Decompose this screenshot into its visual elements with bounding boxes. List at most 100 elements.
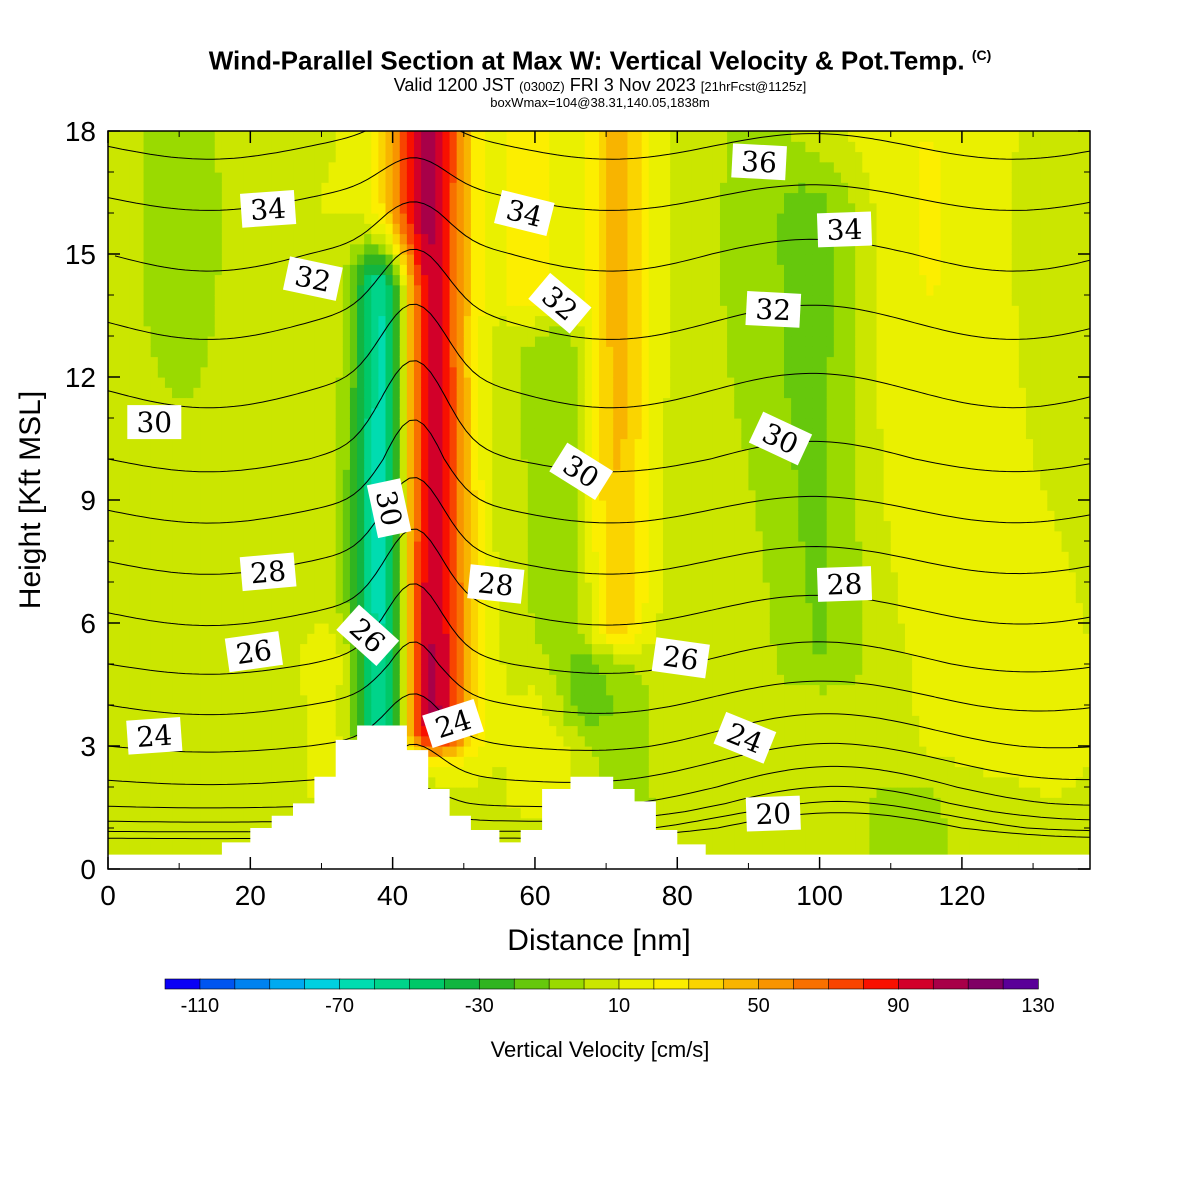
- velocity-cell: [115, 356, 123, 368]
- velocity-cell: [506, 653, 515, 665]
- velocity-cell: [136, 141, 145, 153]
- velocity-cell: [435, 407, 444, 419]
- velocity-cell: [164, 776, 173, 788]
- velocity-cell: [506, 366, 515, 378]
- velocity-cell: [413, 448, 422, 460]
- velocity-cell: [371, 520, 380, 532]
- velocity-cell: [527, 315, 536, 327]
- velocity-cell: [428, 366, 436, 378]
- velocity-cell: [136, 366, 145, 378]
- velocity-cell: [499, 561, 508, 573]
- velocity-cell: [278, 243, 287, 255]
- velocity-cell: [349, 551, 358, 563]
- velocity-cell: [421, 674, 429, 686]
- velocity-cell: [357, 541, 365, 552]
- velocity-cell: [122, 387, 130, 399]
- velocity-cell: [413, 243, 422, 255]
- velocity-cell: [207, 233, 216, 245]
- velocity-cell: [193, 612, 202, 624]
- velocity-cell: [406, 141, 415, 153]
- velocity-cell: [164, 633, 173, 645]
- velocity-cell: [108, 448, 116, 460]
- velocity-cell: [392, 264, 401, 276]
- velocity-cell: [243, 264, 251, 276]
- velocity-cell: [492, 254, 500, 265]
- velocity-cell: [314, 520, 323, 532]
- velocity-cell: [236, 233, 244, 245]
- velocity-cell: [399, 151, 408, 163]
- velocity-cell: [228, 787, 237, 798]
- velocity-cell: [599, 674, 607, 686]
- velocity-cell: [179, 459, 187, 470]
- velocity-cell: [563, 674, 572, 686]
- velocity-cell: [513, 479, 522, 491]
- velocity-cell: [172, 243, 180, 255]
- velocity-cell: [513, 469, 522, 481]
- velocity-cell: [250, 141, 259, 153]
- velocity-cell: [570, 182, 579, 194]
- velocity-cell: [278, 489, 287, 501]
- velocity-cell: [278, 151, 287, 163]
- velocity-cell: [378, 694, 387, 706]
- velocity-cell: [428, 161, 436, 173]
- velocity-cell: [243, 787, 251, 798]
- velocity-cell: [506, 500, 515, 511]
- velocity-cell: [186, 797, 194, 809]
- velocity-cell: [506, 131, 515, 142]
- velocity-cell: [364, 223, 372, 235]
- velocity-cell: [492, 336, 500, 347]
- velocity-cell: [499, 766, 508, 778]
- velocity-cell: [456, 192, 465, 204]
- velocity-cell: [228, 766, 237, 778]
- velocity-cell: [122, 233, 130, 245]
- velocity-cell: [349, 305, 358, 317]
- velocity-cell: [499, 428, 508, 440]
- velocity-cell: [321, 407, 330, 419]
- velocity-cell: [478, 192, 486, 204]
- velocity-cell: [584, 407, 593, 419]
- velocity-cell: [456, 172, 465, 183]
- velocity-cell: [186, 243, 194, 255]
- velocity-cell: [449, 377, 458, 388]
- velocity-cell: [200, 530, 209, 542]
- velocity-cell: [527, 817, 536, 829]
- velocity-cell: [470, 223, 479, 235]
- velocity-cell: [214, 315, 223, 327]
- velocity-cell: [549, 766, 557, 778]
- velocity-cell: [570, 223, 579, 235]
- velocity-cell: [421, 582, 429, 593]
- velocity-cell: [357, 551, 365, 563]
- velocity-cell: [527, 356, 536, 368]
- velocity-cell: [513, 407, 522, 419]
- velocity-cell: [549, 407, 557, 419]
- velocity-cell: [321, 346, 330, 358]
- velocity-cell: [179, 787, 187, 798]
- velocity-cell: [307, 459, 315, 470]
- velocity-cell: [570, 397, 579, 409]
- velocity-cell: [314, 530, 323, 542]
- velocity-cell: [307, 377, 315, 388]
- velocity-cell: [150, 838, 159, 850]
- velocity-cell: [463, 541, 472, 552]
- velocity-cell: [449, 141, 458, 153]
- velocity-cell: [236, 797, 244, 809]
- velocity-cell: [108, 459, 116, 470]
- velocity-cell: [164, 182, 173, 194]
- velocity-cell: [556, 233, 565, 245]
- velocity-cell: [271, 418, 280, 429]
- velocity-cell: [485, 182, 493, 194]
- velocity-cell: [321, 295, 330, 306]
- velocity-cell: [285, 459, 294, 470]
- velocity-cell: [293, 397, 301, 409]
- velocity-cell: [449, 459, 458, 470]
- velocity-cell: [228, 500, 237, 511]
- velocity-cell: [563, 592, 572, 604]
- velocity-cell: [243, 612, 251, 624]
- velocity-cell: [271, 469, 280, 481]
- velocity-cell: [328, 336, 337, 347]
- velocity-cell: [285, 397, 294, 409]
- velocity-cell: [328, 325, 337, 337]
- velocity-cell: [342, 243, 351, 255]
- velocity-cell: [207, 541, 216, 552]
- velocity-cell: [556, 264, 565, 276]
